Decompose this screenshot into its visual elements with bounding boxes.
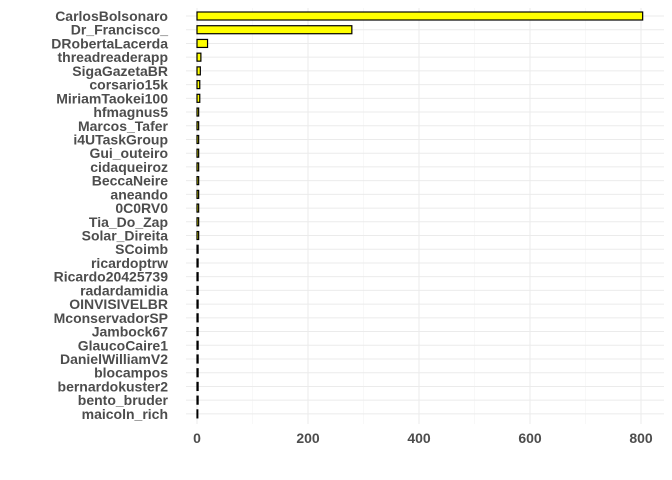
category-label: corsario15k (89, 77, 168, 93)
category-label: BeccaNeire (92, 173, 168, 189)
category-label: Marcos_Tafer (78, 118, 169, 134)
category-label: Jambock67 (92, 324, 168, 340)
x-tick-labels: 0 200 400 600 800 (193, 430, 653, 446)
bar-Dr_Francisco_ (196, 25, 353, 35)
bar-i4UTaskGroup (196, 134, 200, 145)
bar-SCoimb (196, 244, 199, 254)
bar-MiriamTaokei100 (196, 93, 201, 103)
bar-BeccaNeire (196, 176, 200, 186)
bar-hfmagnus5 (196, 107, 200, 117)
category-label: DRobertaLacerda (51, 35, 168, 51)
bar-MconservadorSP (196, 313, 199, 323)
category-label: aneando (110, 186, 168, 202)
category-label: bento_bruder (78, 392, 169, 408)
bar-DanielWilliamV2 (196, 354, 199, 364)
category-label: Dr_Francisco_ (71, 22, 168, 38)
category-label: radardamidia (80, 282, 168, 298)
bar-bernardokuster2 (196, 381, 199, 392)
bar-ricardoptrw (196, 258, 199, 268)
category-label: SigaGazetaBR (72, 63, 168, 79)
bar-Solar_Direita (196, 230, 200, 241)
x-tick-label: 400 (407, 430, 431, 446)
bar-cidaqueiroz (196, 162, 200, 172)
category-label: Gui_outeiro (89, 145, 168, 161)
category-label: 0C0RV0 (115, 200, 168, 216)
x-tick-label: 800 (629, 430, 653, 446)
category-labels: CarlosBolsonaroDr_Francisco_DRobertaLace… (51, 8, 168, 422)
bar-threadreaderapp (196, 52, 202, 62)
category-label: Solar_Direita (82, 228, 169, 244)
bar-GlaucoCaire1 (196, 340, 199, 350)
bar-bento_bruder (196, 395, 199, 405)
category-label: blocampos (94, 365, 168, 381)
category-label: CarlosBolsonaro (55, 8, 168, 24)
category-label: ricardoptrw (91, 255, 168, 271)
bar-Tia_Do_Zap (196, 217, 200, 227)
bar-0C0RV0 (196, 203, 200, 213)
bar-SigaGazetaBR (196, 66, 201, 76)
bar-Jambock67 (196, 326, 199, 337)
bar-DRobertaLacerda (196, 38, 209, 49)
category-label: maicoln_rich (82, 406, 168, 422)
bar-maicoln_rich (196, 409, 199, 419)
bar-Gui_outeiro (196, 148, 200, 158)
bar-CarlosBolsonaro (196, 11, 644, 21)
x-tick-label: 200 (296, 430, 320, 446)
category-label: i4UTaskGroup (73, 131, 168, 147)
category-label: OINVISIVELBR (69, 296, 168, 312)
category-label: cidaqueiroz (90, 159, 168, 175)
bar-OINVISIVELBR (196, 299, 199, 309)
category-label: MiriamTaokei100 (56, 90, 168, 106)
category-label: bernardokuster2 (58, 378, 169, 394)
grid-lines (186, 8, 664, 424)
bar-aneando (196, 189, 200, 199)
bar-radardamidia (196, 285, 199, 295)
category-label: Ricardo20425739 (54, 269, 169, 285)
bar-Marcos_Tafer (196, 121, 200, 131)
category-label: MconservadorSP (54, 310, 168, 326)
category-label: GlaucoCaire1 (78, 337, 168, 353)
category-label: SCoimb (115, 241, 168, 257)
category-label: hfmagnus5 (93, 104, 168, 120)
category-label: DanielWilliamV2 (60, 351, 168, 367)
x-tick-label: 600 (518, 430, 542, 446)
category-label: Tia_Do_Zap (89, 214, 168, 230)
bar-Ricardo20425739 (196, 272, 199, 282)
bar-blocampos (196, 368, 199, 378)
bars (196, 11, 644, 419)
x-tick-label: 0 (193, 430, 201, 446)
bar-corsario15k (196, 79, 201, 90)
category-label: threadreaderapp (58, 49, 168, 65)
